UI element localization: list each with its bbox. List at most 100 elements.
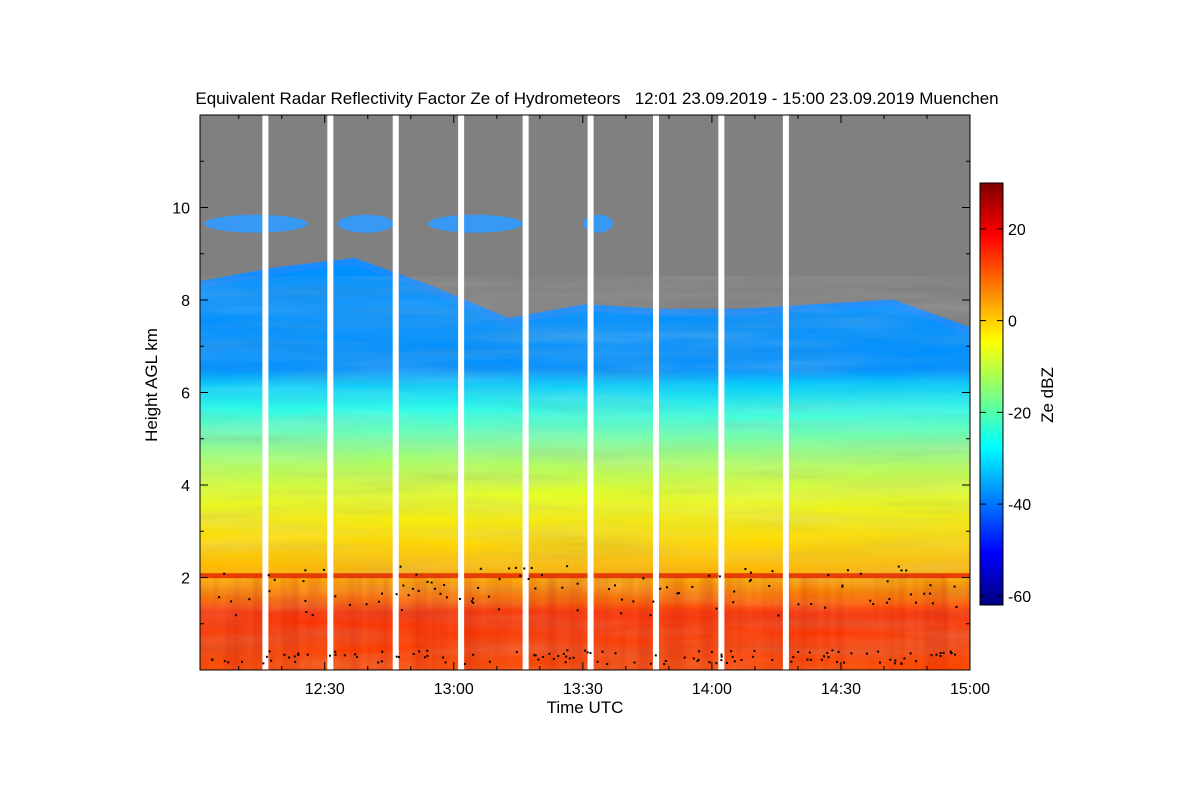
cloud-base-dot — [565, 655, 568, 658]
cloud-base-dot — [909, 652, 912, 655]
cloud-base-dot — [633, 661, 636, 664]
data-gap — [522, 115, 529, 670]
cloud-base-dot — [566, 565, 569, 568]
cloud-base-dot — [400, 609, 403, 612]
cloud-base-dot — [572, 656, 575, 659]
cloud-base-dot — [523, 567, 526, 570]
cloud-base-dot — [905, 569, 908, 572]
cloud-base-dot — [377, 661, 380, 664]
cloud-base-dot — [472, 653, 475, 656]
cloud-base-dot — [929, 584, 932, 587]
x-tick-label: 15:00 — [950, 681, 990, 698]
cloud-base-dot — [900, 569, 903, 572]
cloud-base-dot — [268, 650, 271, 653]
cloud-base-dot — [268, 590, 271, 593]
cloud-base-dot — [234, 614, 237, 617]
cloud-base-dot — [751, 655, 754, 658]
upper-cloud-layer — [427, 214, 523, 233]
cloud-base-dot — [426, 580, 429, 583]
melting-layer-band — [200, 573, 970, 579]
cloud-base-dot — [349, 603, 351, 606]
data-gap — [782, 115, 789, 670]
cloud-base-dot — [888, 598, 891, 601]
cloud-base-dot — [470, 600, 473, 603]
cloud-base-dot — [288, 656, 291, 659]
cloud-base-dot — [564, 661, 567, 664]
cloud-base-dot — [954, 653, 956, 656]
upper-cloud-layer — [204, 214, 308, 233]
cloud-base-dot — [445, 596, 448, 599]
cloud-base-dot — [730, 650, 733, 653]
cloud-base-dot — [304, 599, 307, 602]
cloud-base-dot — [827, 574, 830, 577]
rain-texture — [200, 575, 970, 670]
cloud-base-dot — [411, 587, 414, 590]
cloud-base-dot — [270, 659, 273, 662]
cloud-base-dot — [381, 592, 383, 595]
cloud-base-dot — [530, 567, 533, 569]
cloud-base-dot — [649, 614, 652, 617]
cloud-base-dot — [430, 581, 433, 584]
cloud-base-dot — [718, 575, 721, 578]
cloud-base-dot — [790, 660, 793, 663]
cloud-base-dot — [879, 661, 881, 664]
cloud-base-dot — [809, 658, 812, 661]
cloud-base-dot — [720, 655, 723, 658]
colorbar-tick-label: -40 — [1008, 497, 1031, 514]
cloud-base-dot — [889, 658, 892, 661]
cloud-base-dot — [930, 654, 933, 657]
cloud-base-dot — [439, 592, 442, 595]
cloud-base-dot — [241, 660, 244, 663]
y-tick-label: 2 — [181, 571, 190, 588]
cloud-base-dot — [541, 574, 543, 577]
cloud-base-dots — [211, 565, 958, 665]
cloud-base-dot — [596, 660, 599, 663]
cloud-base-dot — [771, 658, 774, 661]
colorbar — [979, 182, 1004, 606]
cloud-base-dot — [402, 584, 405, 587]
cloud-base-dot — [733, 590, 736, 593]
cloud-base-dot — [731, 655, 734, 658]
cloud-base-dot — [886, 601, 888, 604]
cloud-base-dot — [527, 578, 530, 580]
cloud-base-dot — [950, 652, 953, 654]
cloud-base-dot — [666, 586, 668, 589]
cloud-base-dot — [869, 599, 872, 602]
cloud-base-dot — [584, 649, 587, 652]
cloud-base-dot — [601, 650, 604, 653]
cloud-base-dot — [810, 603, 813, 605]
cloud-base-dot — [498, 608, 500, 611]
cloud-base-dot — [297, 653, 300, 656]
cloud-base-dot — [732, 601, 735, 604]
cloud-base-dot — [218, 596, 220, 599]
cloud-base-dot — [827, 656, 830, 659]
cloud-base-dot — [806, 658, 809, 661]
colorbar-tick-label: 20 — [1008, 222, 1026, 239]
cloud-base-dot — [824, 606, 826, 609]
x-tick-label: 14:30 — [821, 681, 861, 698]
cloud-base-dot — [426, 649, 429, 652]
cloud-base-dot — [749, 578, 752, 581]
cloud-base-dot — [715, 662, 718, 665]
cloud-base-dot — [929, 592, 932, 595]
cloud-base-dot — [566, 649, 569, 652]
cloud-base-dot — [771, 570, 774, 573]
cloud-base-dot — [632, 600, 635, 603]
cloud-base-dot — [519, 574, 522, 577]
cloud-base-dot — [915, 601, 917, 604]
cloud-base-dot — [837, 650, 840, 653]
cloud-base-dot — [378, 600, 380, 603]
cloud-base-dot — [894, 662, 896, 665]
cloud-base-dot — [589, 652, 592, 654]
colorbar-tick-label: 0 — [1008, 314, 1017, 331]
cloud-base-dot — [297, 652, 300, 655]
cloud-base-dot — [305, 611, 308, 613]
cloud-base-dot — [710, 651, 713, 654]
cloud-base-dot — [354, 653, 357, 656]
cloud-base-dot — [329, 654, 331, 657]
cloud-base-dot — [576, 609, 579, 612]
cloud-base-dot — [415, 573, 418, 576]
y-tick-label: 6 — [181, 386, 190, 403]
cloud-base-dot — [777, 614, 780, 617]
cloud-base-dot — [230, 600, 233, 603]
